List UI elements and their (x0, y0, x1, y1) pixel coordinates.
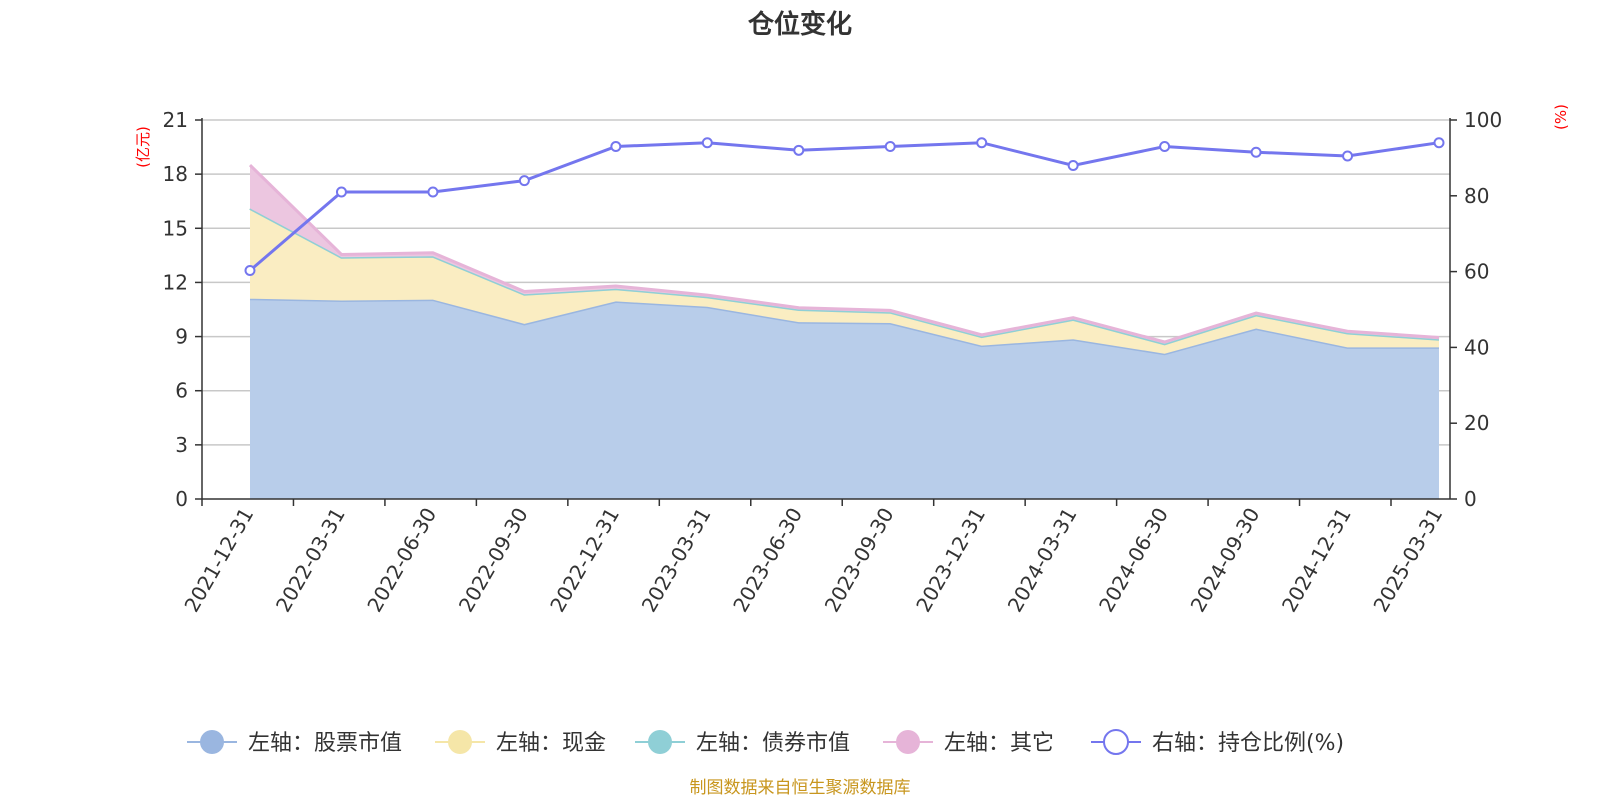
legend-marker-icon (896, 730, 920, 754)
right-axis-tick-label: 80 (1464, 184, 1489, 208)
ratio-point (427, 186, 439, 198)
x-axis-tick-label: 2021-12-31 (179, 504, 258, 617)
right-axis-tick-label: 60 (1464, 260, 1489, 284)
left-axis-tick-label: 21 (163, 108, 188, 132)
data-source-footer: 制图数据来自恒生聚源数据库 (690, 778, 911, 798)
x-axis-tick-label: 2022-03-31 (271, 504, 350, 617)
legend-item[interactable]: 左轴：股票市值 (187, 730, 402, 756)
chart-title: 仓位变化 (747, 9, 852, 40)
legend-marker-icon (1103, 729, 1129, 755)
legend-label: 左轴：股票市值 (248, 731, 402, 756)
left-axis-tick-label: 12 (163, 270, 188, 294)
area-series-0 (250, 298, 1439, 499)
legend-item[interactable]: 右轴：持仓比例(%) (1091, 729, 1344, 756)
x-axis-tick-label: 2023-12-31 (911, 504, 990, 617)
legend-label: 左轴：其它 (944, 731, 1054, 756)
x-axis-tick-label: 2025-03-31 (1368, 504, 1447, 617)
ratio-point (518, 175, 530, 187)
stacked-areas (248, 164, 1440, 499)
x-axis-tick-label: 2024-06-30 (1094, 504, 1173, 617)
legend-label: 右轴：持仓比例(%) (1152, 731, 1344, 756)
right-axis-unit: (%) (1552, 104, 1570, 130)
ratio-line-path (249, 141, 1440, 272)
left-axis-tick-label: 15 (163, 216, 188, 240)
legend-marker-icon (448, 730, 472, 754)
ratio-point (701, 137, 713, 149)
ratio-line (244, 137, 1445, 276)
left-axis-tick-label: 6 (175, 379, 188, 403)
left-axis-tick-label: 18 (163, 162, 188, 186)
left-axis-tick-label: 9 (175, 325, 188, 349)
right-axis-tick-label: 40 (1464, 335, 1489, 359)
legend-item[interactable]: 左轴：现金 (435, 730, 606, 756)
x-axis-tick-label: 2024-12-31 (1277, 504, 1356, 617)
x-axis-tick-label: 2023-09-30 (820, 504, 899, 617)
ratio-point (1159, 141, 1171, 153)
left-axis-tick-label: 3 (175, 433, 188, 457)
right-axis-tick-label: 20 (1464, 411, 1489, 435)
ratio-point (1250, 146, 1262, 158)
right-axis-tick-label: 100 (1464, 108, 1502, 132)
x-axis-tick-label: 2024-03-31 (1003, 504, 1082, 617)
ratio-point (335, 186, 347, 198)
left-axis-unit: (亿元) (134, 126, 152, 168)
ratio-point (884, 141, 896, 153)
ratio-point (1433, 137, 1445, 149)
x-axis-tick-label: 2022-12-31 (545, 504, 624, 617)
right-axis-tick-label: 0 (1464, 487, 1477, 511)
ratio-point (244, 264, 256, 276)
x-axis-tick-label: 2022-06-30 (362, 504, 441, 617)
x-axis-tick-label: 2024-09-30 (1186, 504, 1265, 617)
x-axis-tick-label: 2023-03-31 (637, 504, 716, 617)
legend-item[interactable]: 左轴：债券市值 (635, 730, 850, 756)
area-series-edge-3 (248, 164, 1440, 344)
ratio-point (976, 137, 988, 149)
ratio-point (1342, 150, 1354, 162)
ratio-point (1067, 159, 1079, 171)
ratio-point (610, 141, 622, 153)
left-axis-tick-label: 0 (175, 487, 188, 511)
x-axis-tick-label: 2023-06-30 (728, 504, 807, 617)
legend-label: 左轴：债券市值 (696, 731, 850, 756)
legend-marker-icon (200, 730, 224, 754)
ratio-point (793, 144, 805, 156)
legend-label: 左轴：现金 (496, 731, 606, 756)
legend: 左轴：股票市值 左轴：现金 左轴：债券市值 左轴：其它 右轴：持仓比例(%) (187, 729, 1344, 756)
x-axis-tick-label: 2022-09-30 (454, 504, 533, 617)
legend-item[interactable]: 左轴：其它 (883, 730, 1054, 756)
legend-marker-icon (648, 730, 672, 754)
area-series-1 (250, 208, 1439, 354)
